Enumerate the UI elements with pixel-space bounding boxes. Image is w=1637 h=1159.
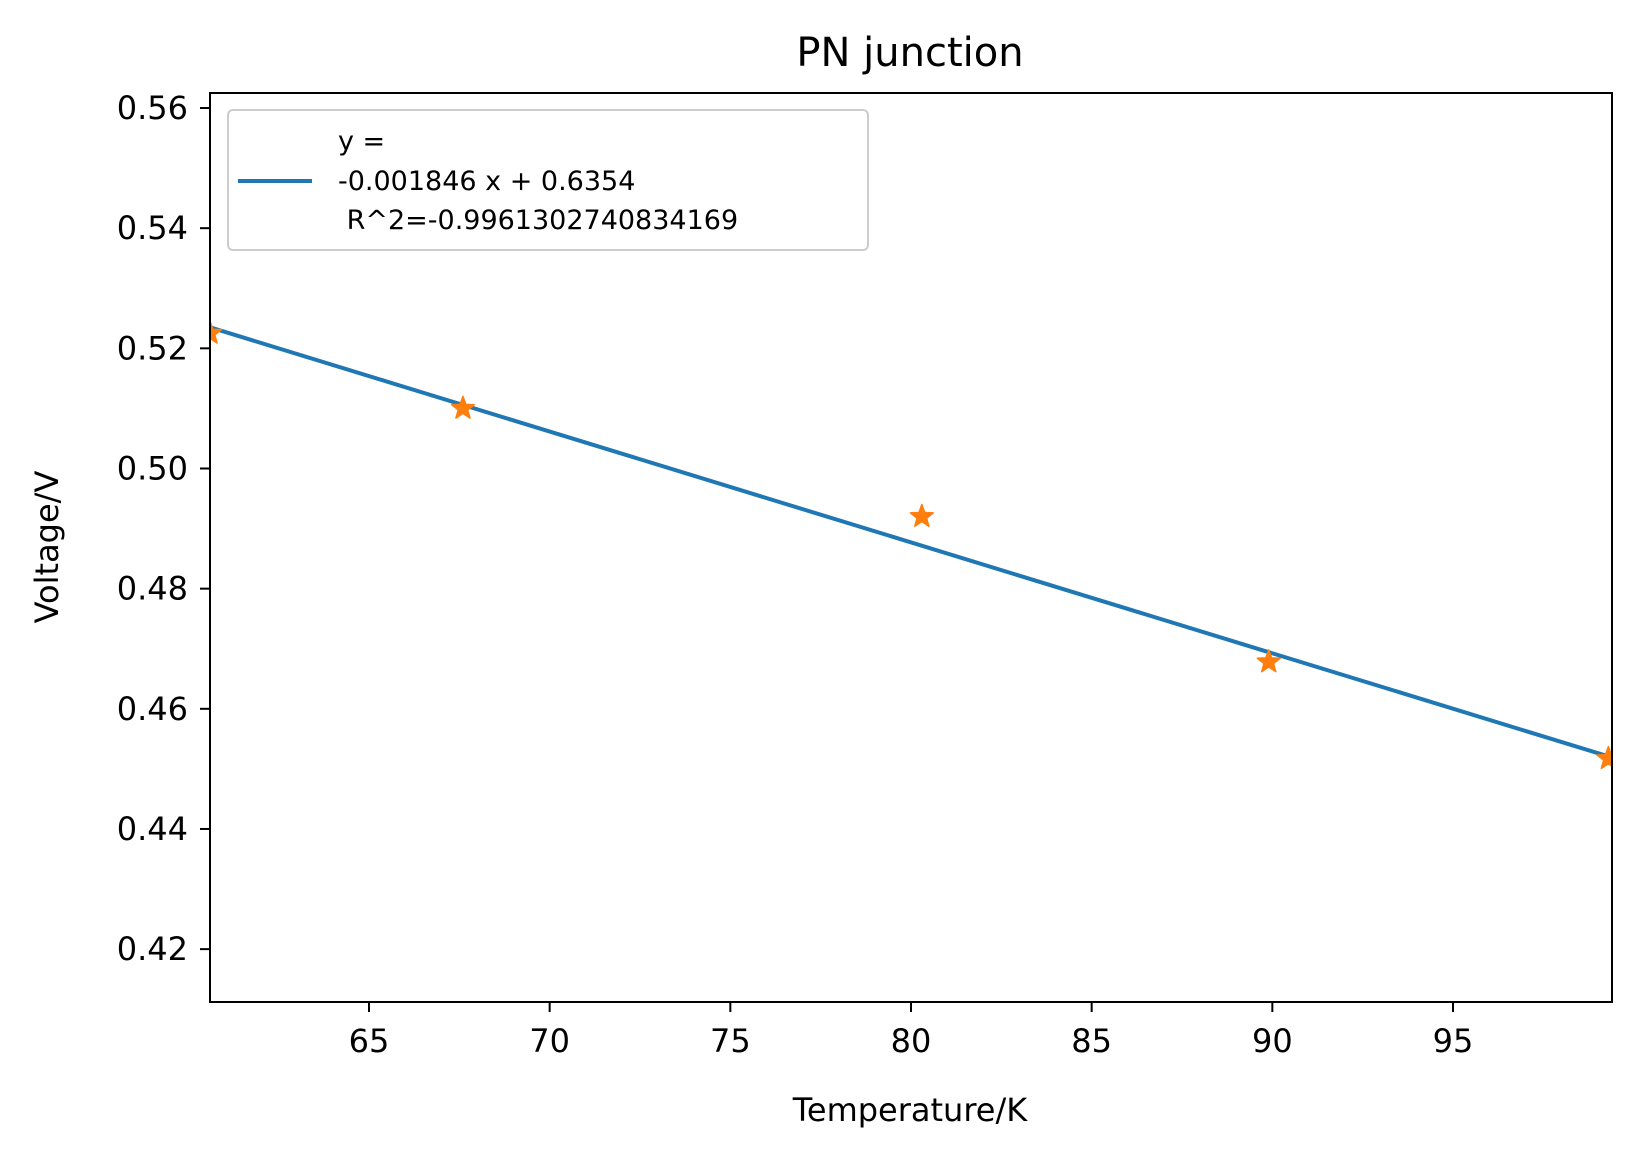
legend: y = -0.001846 x + 0.6354 R^2=-0.99613027… xyxy=(227,109,869,251)
legend-text-line-3: R^2=-0.9961302740834169 xyxy=(338,205,738,236)
x-tick-label: 75 xyxy=(710,1022,751,1060)
y-tick-label: 0.52 xyxy=(117,329,188,367)
x-tick-label: 65 xyxy=(349,1022,390,1060)
x-tick-label: 80 xyxy=(891,1022,932,1060)
data-point-star xyxy=(1256,649,1281,673)
x-axis: 65 70 75 80 85 90 95 xyxy=(349,1002,1474,1060)
y-tick-label: 0.42 xyxy=(117,930,188,968)
y-tick-label: 0.48 xyxy=(117,570,188,608)
y-tick-label: 0.54 xyxy=(117,209,188,247)
chart-title: PN junction xyxy=(796,30,1023,76)
legend-box xyxy=(227,109,869,251)
legend-text-line-1: y = xyxy=(338,126,385,157)
data-point-star xyxy=(1596,745,1612,770)
legend-text-line-2: -0.001846 x + 0.6354 xyxy=(338,166,635,197)
data-point-star xyxy=(909,503,934,528)
data-point-star xyxy=(210,320,223,344)
x-axis-label: Temperature/K xyxy=(792,1091,1028,1129)
y-tick-label: 0.56 xyxy=(117,89,188,127)
plot-area xyxy=(210,320,1612,770)
plot-clip-group xyxy=(210,320,1612,770)
x-tick-label: 85 xyxy=(1071,1022,1112,1060)
y-tick-label: 0.50 xyxy=(117,449,188,487)
x-tick-label: 95 xyxy=(1433,1022,1474,1060)
y-tick-label: 0.46 xyxy=(117,690,188,728)
data-point-star xyxy=(450,395,476,419)
y-axis-label: Voltage/V xyxy=(28,471,66,624)
y-axis: 0.42 0.44 0.46 0.48 0.50 0.52 0.54 0.56 xyxy=(117,89,210,968)
x-tick-label: 90 xyxy=(1252,1022,1293,1060)
x-tick-label: 70 xyxy=(529,1022,570,1060)
fit-line xyxy=(210,325,1612,760)
y-tick-label: 0.44 xyxy=(117,810,188,848)
